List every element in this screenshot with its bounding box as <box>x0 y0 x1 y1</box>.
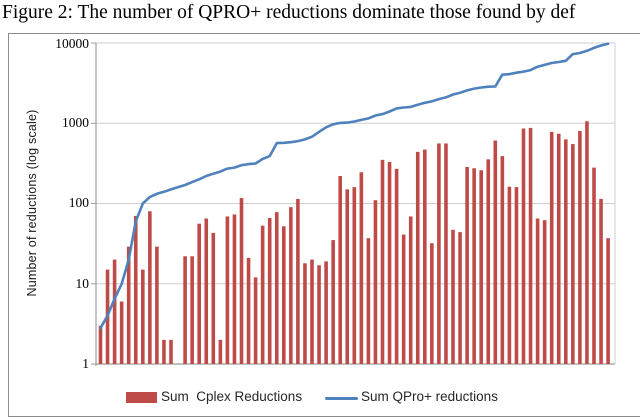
y-tick-label-1: 1 <box>82 356 89 371</box>
figure-caption: Figure 2: The number of QPRO+ reductions… <box>2 2 576 23</box>
y-tick-label-10000: 10000 <box>55 36 89 51</box>
y-tick-label-100: 100 <box>68 195 89 210</box>
legend-label-qpro: Sum QPro+ reductions <box>361 389 498 404</box>
legend-bar-swatch <box>126 392 157 403</box>
legend-label-cplex: Sum Cplex Reductions <box>161 389 303 404</box>
legend: Sum Cplex Reductions Sum QPro+ reduction… <box>0 388 640 410</box>
y-tick-label-1000: 1000 <box>62 115 89 130</box>
y-tick-label-10: 10 <box>75 276 90 291</box>
legend-line-swatch <box>325 397 358 400</box>
y-axis-title: Number of reductions (log scale) <box>25 109 39 297</box>
